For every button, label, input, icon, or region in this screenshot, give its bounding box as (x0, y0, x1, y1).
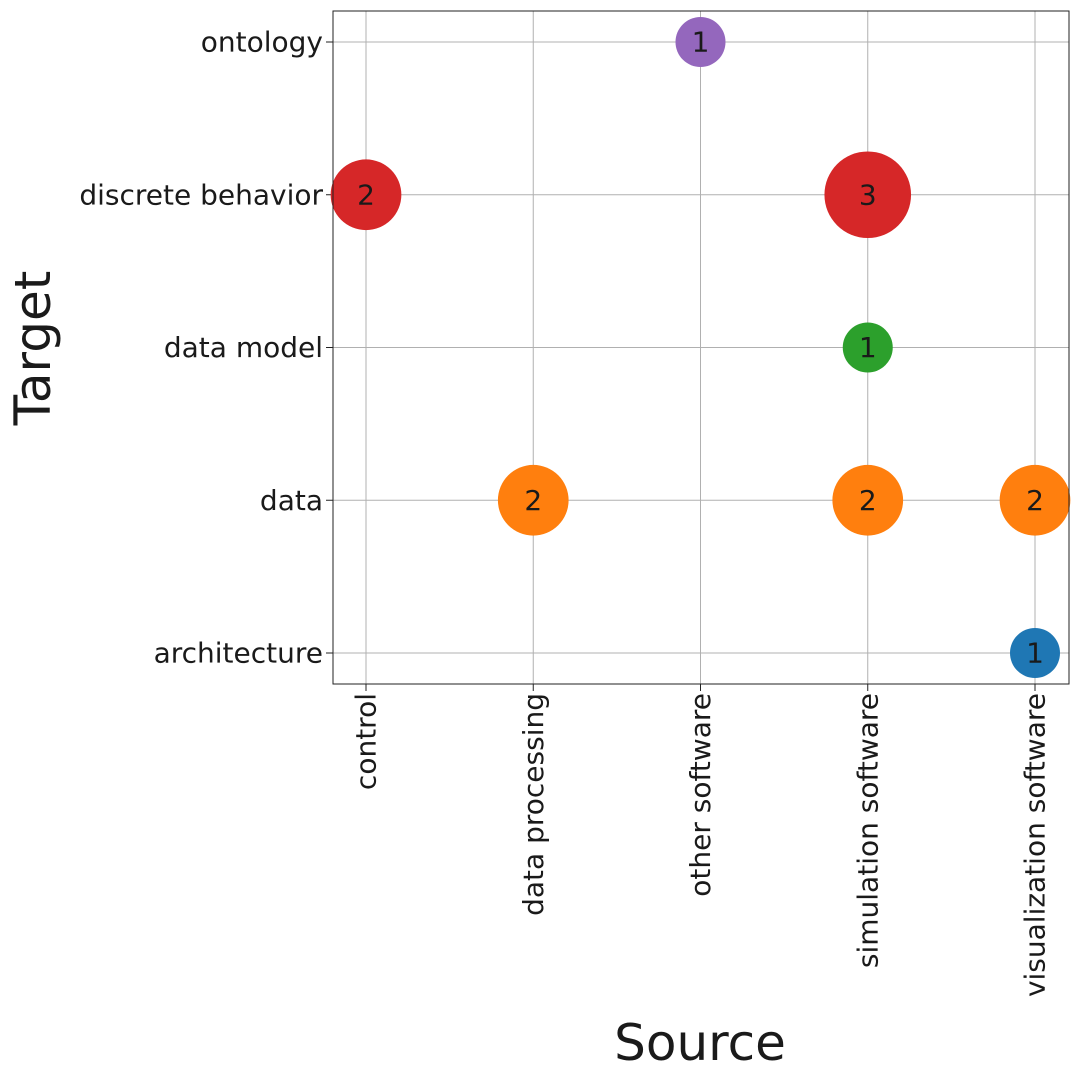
y-axis-title: Target (4, 271, 62, 427)
bubble (330, 159, 402, 231)
bubble-value-label: 2 (524, 484, 542, 517)
x-tick-labels: control data processing other software simu… (350, 693, 1052, 997)
bubble-value-label: 2 (859, 484, 877, 517)
bubble (824, 151, 912, 239)
plot-frame (332, 10, 1070, 685)
y-tick-label: data (260, 484, 323, 517)
y-tick-labels: architecture data data model discrete behav… (79, 26, 323, 670)
bubble-value-label: 1 (692, 26, 710, 59)
y-tick-label: discrete behavior (79, 178, 323, 211)
bubble-value-label: 2 (357, 178, 375, 211)
y-tick-label: data model (164, 331, 323, 364)
x-axis-title: Source (614, 1014, 786, 1072)
bubble-value-label: 1 (1026, 637, 1044, 670)
bubble-value-label: 2 (1026, 484, 1044, 517)
bubble (832, 464, 904, 536)
axis-ticks (326, 41, 1036, 691)
x-tick-label: control (350, 693, 383, 790)
bubble-value-label: 1 (859, 331, 877, 364)
bubble (999, 464, 1071, 536)
bubble (497, 464, 569, 536)
bubble (675, 17, 726, 67)
x-tick-label: data processing (517, 693, 550, 916)
bubble (1010, 628, 1060, 678)
grid-lines (333, 11, 1069, 684)
bubble (842, 322, 893, 373)
y-tick-label: architecture (154, 637, 323, 670)
y-tick-label: ontology (201, 26, 323, 59)
x-tick-label: other software (684, 693, 717, 897)
bubble-value-label: 3 (859, 178, 877, 211)
bubbles (330, 17, 1071, 678)
bubble-value-labels: 1 2 3 1 2 2 2 1 (357, 26, 1044, 670)
x-tick-label: visualization software (1019, 693, 1052, 997)
x-tick-label: simulation software (851, 693, 884, 968)
